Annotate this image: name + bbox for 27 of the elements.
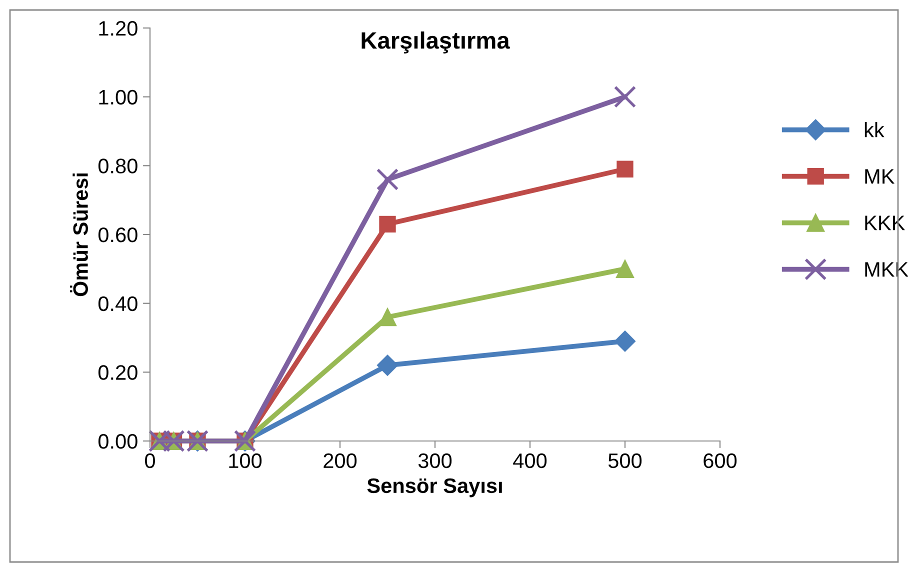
point <box>614 86 636 108</box>
point <box>376 168 399 191</box>
y-axis-title: Ömür Süresi <box>70 173 88 296</box>
x-tick-label: 200 <box>324 453 357 468</box>
y-tick-label: 1.20 <box>99 21 138 36</box>
y-tick-label: 0.60 <box>98 228 138 242</box>
legend-label: KKK <box>865 216 905 230</box>
legend-label: kk <box>864 122 884 138</box>
point <box>376 354 398 376</box>
x-tick-label: 300 <box>418 453 452 468</box>
y-tick-label: 0.20 <box>98 365 138 380</box>
x-axis-title: Sensör Sayısı <box>367 478 502 498</box>
x-tick-label: 500 <box>608 453 642 468</box>
legend-label: MK <box>865 169 895 184</box>
y-tick-label: 0.40 <box>98 296 138 312</box>
x-tick-label: 100 <box>229 453 262 468</box>
y-tick-label: 1.00 <box>99 90 138 105</box>
point <box>616 260 634 278</box>
x-tick-label: 0 <box>145 453 155 468</box>
chart-title: Karşılaştırma <box>362 31 510 54</box>
y-tick-label: 0.80 <box>98 158 138 174</box>
point <box>616 160 634 178</box>
y-tick-label: 0.00 <box>98 434 138 449</box>
point <box>614 330 636 352</box>
x-tick-label: 600 <box>704 453 737 468</box>
x-tick-label: 400 <box>513 453 547 468</box>
point <box>379 216 396 233</box>
